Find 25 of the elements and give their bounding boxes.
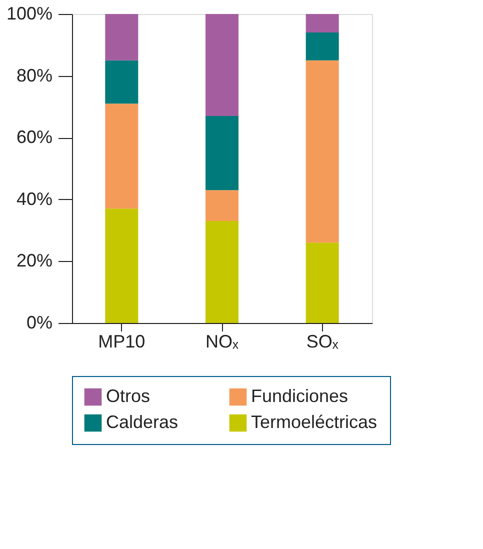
bar [105, 14, 138, 60]
bar [206, 221, 238, 323]
y-tick-label: 20% [16, 250, 52, 271]
y-tick-label: 60% [16, 127, 52, 148]
legend-label: Termoeléctricas [251, 412, 378, 432]
bar [306, 14, 339, 33]
legend-label: Fundiciones [251, 386, 348, 406]
legend-label: Calderas [106, 412, 178, 432]
y-tick-label: 100% [6, 4, 52, 24]
x-tick-label: NOₓ [206, 332, 239, 352]
legend-label: Otros [106, 386, 150, 406]
bar [206, 116, 238, 190]
y-tick-label: 40% [16, 188, 52, 209]
x-tick-label: MP10 [98, 332, 146, 352]
y-tick-label: 80% [16, 65, 52, 86]
y-tick-label: 0% [26, 312, 52, 332]
x-tick-label: SOₓ [306, 332, 338, 352]
bar [206, 14, 238, 116]
bar [306, 242, 339, 323]
bar [105, 208, 138, 323]
bar [206, 190, 238, 222]
bar [306, 60, 339, 243]
bar [105, 104, 138, 209]
bar [105, 60, 138, 104]
bar [306, 32, 339, 60]
